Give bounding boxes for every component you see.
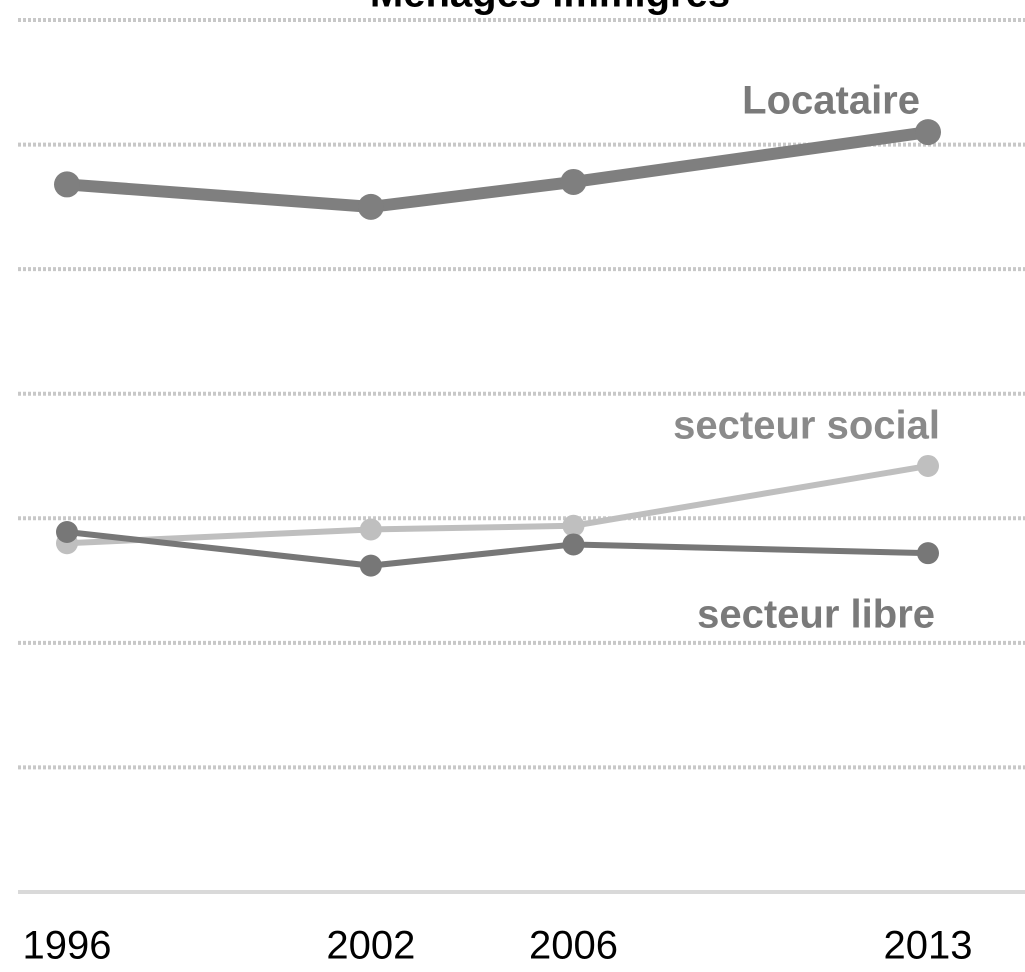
chart-title: Ménages immigrés	[370, 0, 730, 16]
series-label: secteur libre	[697, 593, 935, 637]
series-label: secteur social	[673, 404, 940, 448]
data-point	[917, 454, 939, 477]
x-tick-label: 2013	[884, 924, 973, 968]
data-point	[562, 533, 585, 556]
data-point	[359, 554, 382, 577]
x-tick-label: 1996	[23, 924, 112, 968]
data-point	[562, 514, 585, 537]
series-label: Locataire	[742, 79, 920, 123]
data-point	[917, 542, 939, 565]
data-point	[915, 119, 941, 146]
series-line	[66, 126, 929, 213]
data-point	[560, 168, 587, 195]
series-line	[66, 529, 929, 569]
series-line	[66, 463, 929, 547]
x-tick-label: 2006	[529, 924, 618, 968]
data-point	[357, 193, 384, 220]
data-point	[56, 520, 78, 543]
data-point	[54, 171, 80, 198]
data-point	[359, 518, 382, 541]
x-tick-label: 2002	[326, 924, 415, 968]
